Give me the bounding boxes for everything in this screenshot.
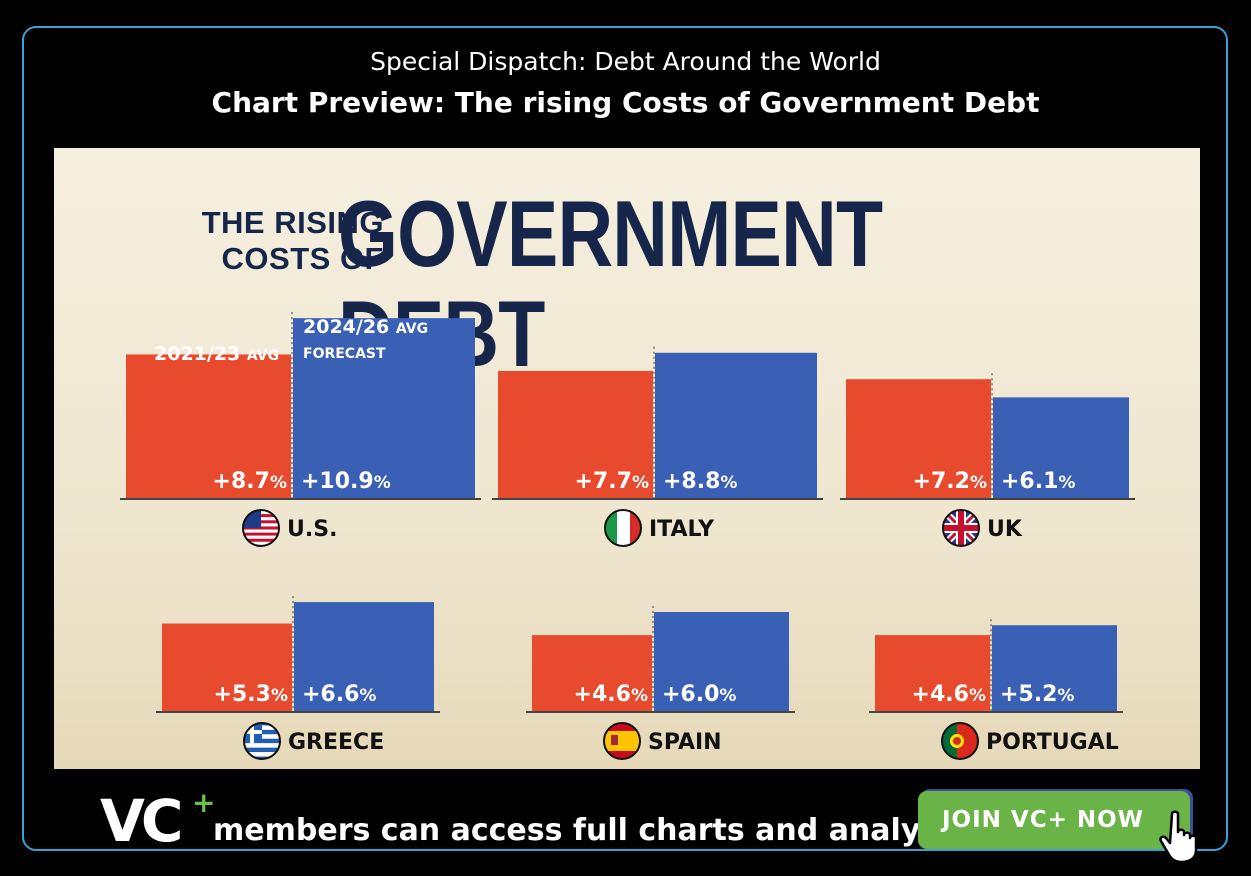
bar-2021-23	[846, 379, 991, 498]
value-label: +7.2%	[913, 469, 987, 494]
country-group-uk: +7.2% +6.1% UK	[840, 373, 1135, 547]
value-label: +6.1%	[1001, 469, 1075, 494]
legend-label-2021-23: 2021/23 AVG	[154, 343, 279, 365]
bar-2021-23	[875, 635, 990, 711]
country-label: UK	[987, 517, 1023, 542]
legend-label-forecast: FORECAST	[303, 346, 386, 362]
country-label: GREECE	[288, 730, 384, 755]
bar-2024-26	[654, 612, 789, 711]
value-label: +4.6%	[574, 682, 648, 707]
vc-logo-plus: +	[192, 786, 216, 819]
spain-flag-icon	[603, 722, 641, 760]
chart-title-small-line2: COSTS OF	[221, 241, 384, 276]
bar-2021-23	[498, 370, 653, 498]
chart-panel: THE RISING COSTS OF GOVERNMENT DEBT +8.7…	[54, 148, 1200, 769]
bar-2024-26	[294, 602, 434, 711]
portugal-flag-icon	[941, 722, 979, 760]
uk-flag-icon	[942, 509, 980, 547]
bar-chart: +8.7% +10.9% U.S. +7.7% +8.8% ITALY +7.2% +6.1%…	[120, 312, 1135, 760]
header-subtitle: Special Dispatch: Debt Around the World	[370, 47, 881, 76]
bar-2021-23	[126, 354, 291, 498]
hand-pointer-icon	[1159, 810, 1198, 864]
bar-2024-26	[993, 397, 1129, 498]
vc-logo: VC	[100, 787, 183, 855]
bar-2024-26	[655, 352, 817, 498]
country-label: SPAIN	[648, 730, 722, 755]
value-label: +10.9%	[301, 469, 391, 494]
join-vc-button[interactable]: JOIN VC+ NOW	[918, 791, 1190, 849]
bar-2021-23	[162, 623, 292, 711]
value-label: +8.7%	[213, 469, 287, 494]
value-label: +5.2%	[1000, 682, 1074, 707]
bar-2024-26	[293, 318, 475, 498]
us-flag-icon	[242, 509, 280, 547]
country-group-spain: +4.6% +6.0% SPAIN	[526, 606, 795, 760]
country-group-portugal: +4.6% +5.2% PORTUGAL	[869, 619, 1123, 760]
value-label: +4.6%	[912, 682, 986, 707]
bar-2024-26	[992, 625, 1117, 711]
outer-frame	[22, 26, 1228, 851]
legend-label-2024-26: 2024/26 AVG	[303, 316, 428, 338]
country-label: U.S.	[287, 517, 337, 542]
chart-title-small: THE RISING COSTS OF	[124, 205, 384, 277]
italy-flag-icon	[604, 509, 642, 547]
country-label: PORTUGAL	[986, 730, 1119, 755]
country-group-us: +8.7% +10.9% U.S.	[120, 312, 481, 547]
bar-2021-23	[532, 635, 652, 711]
country-label: ITALY	[649, 517, 715, 542]
chart-title-small-line1: THE RISING	[201, 205, 384, 240]
value-label: +8.8%	[663, 469, 737, 494]
country-group-greece: +5.3% +6.6% GREECE	[156, 596, 440, 760]
value-label: +7.7%	[575, 469, 649, 494]
value-label: +5.3%	[214, 682, 288, 707]
greece-flag-icon	[243, 722, 281, 760]
value-label: +6.6%	[302, 682, 376, 707]
country-group-italy: +7.7% +8.8% ITALY	[492, 346, 823, 547]
header-title: Chart Preview: The rising Costs of Gover…	[211, 86, 1040, 119]
value-label: +6.0%	[662, 682, 736, 707]
footer-text: members can access full charts and analy…	[213, 813, 967, 848]
